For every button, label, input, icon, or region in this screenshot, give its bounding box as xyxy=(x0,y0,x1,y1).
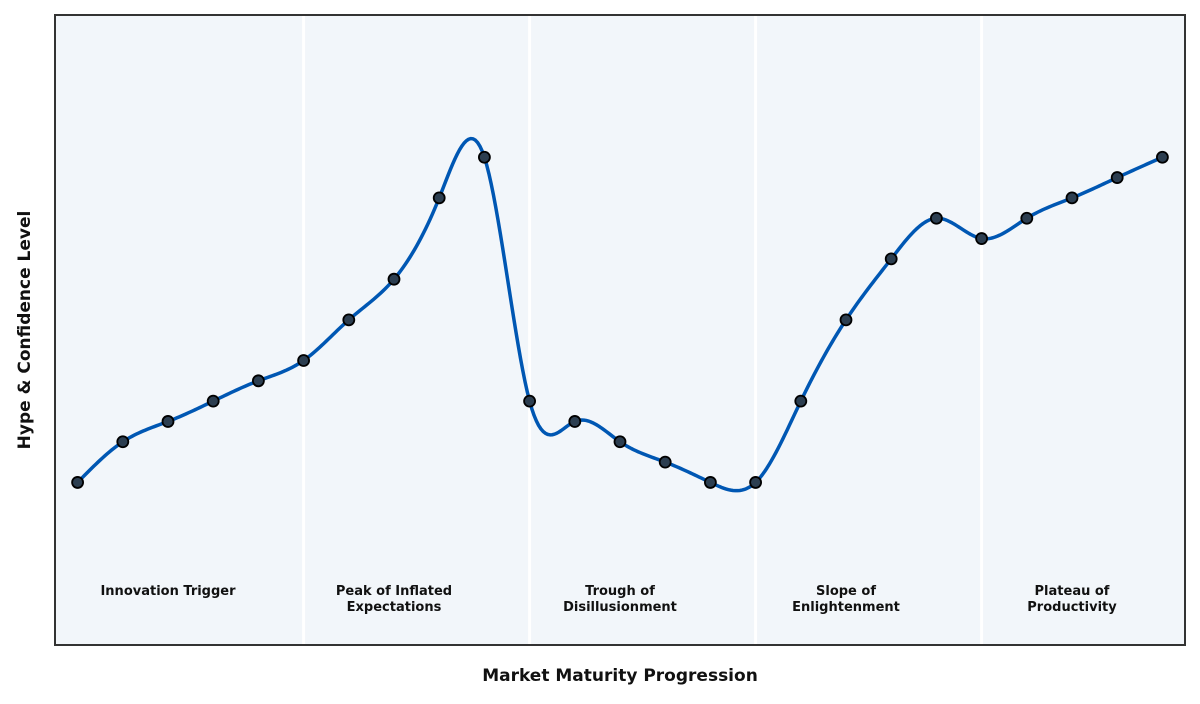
data-point-2 xyxy=(161,415,175,428)
phase-labels: Innovation Trigger Peak of Inflated Expect… xyxy=(100,584,1117,615)
data-point-3 xyxy=(206,394,220,408)
data-point-13 xyxy=(658,455,672,469)
phase-label: Slope of Enlightenment xyxy=(792,584,900,615)
data-point-17 xyxy=(839,313,853,327)
data-point-18 xyxy=(884,252,898,266)
data-point-11 xyxy=(568,415,582,428)
data-point-1 xyxy=(116,435,130,449)
phase-label: Peak of Inflated Expectations xyxy=(336,584,452,615)
data-point-8 xyxy=(432,191,446,205)
data-point-9 xyxy=(477,150,491,164)
data-point-20 xyxy=(975,232,988,245)
data-point-10 xyxy=(523,394,536,408)
plot-background xyxy=(55,15,1185,645)
phase-dividers xyxy=(302,15,984,645)
data-point-4 xyxy=(251,374,265,388)
plot-frame xyxy=(54,14,1186,646)
y-axis-label: Hype & Confidence Level xyxy=(15,211,35,450)
data-point-6 xyxy=(342,313,356,327)
data-point-0 xyxy=(71,476,84,489)
data-point-16 xyxy=(794,394,808,408)
data-point-24 xyxy=(1156,150,1169,164)
phase-label: Plateau of Productivity xyxy=(1027,584,1117,615)
data-point-23 xyxy=(1110,171,1124,184)
data-point-15 xyxy=(749,476,762,489)
data-point-5 xyxy=(297,354,311,367)
data-markers xyxy=(71,150,1169,489)
data-point-19 xyxy=(930,211,943,225)
data-point-21 xyxy=(1020,211,1034,225)
phase-label: Trough of Disillusionment xyxy=(563,584,677,615)
data-point-7 xyxy=(387,272,401,286)
data-point-14 xyxy=(704,476,717,489)
phase-label: Innovation Trigger xyxy=(100,584,236,599)
data-point-22 xyxy=(1065,191,1079,205)
x-axis-label: Market Maturity Progression xyxy=(482,666,758,686)
data-point-12 xyxy=(613,435,627,449)
